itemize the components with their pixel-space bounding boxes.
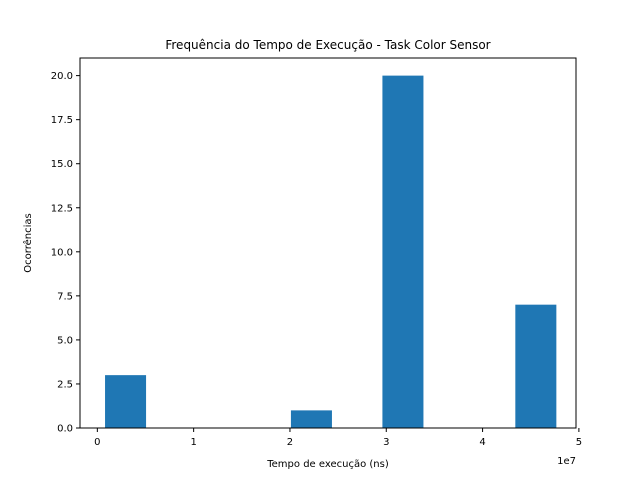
x-tick-label-4: 4 xyxy=(479,437,485,448)
y-tick-label-3: 7.5 xyxy=(57,291,73,302)
y-tick-label-5: 12.5 xyxy=(51,203,73,214)
x-tick-label-0: 0 xyxy=(94,437,100,448)
histogram-bar-5 xyxy=(290,410,332,428)
y-tick-label-6: 15.0 xyxy=(51,159,73,170)
x-tick-label-3: 3 xyxy=(383,437,389,448)
histogram-bar-9 xyxy=(515,304,557,428)
y-tick-label-7: 17.5 xyxy=(51,115,73,126)
bars-group xyxy=(105,75,557,428)
y-axis-ticks: 0.0 2.5 5.0 7.5 10.0 12.5 15.0 17.5 20.0 xyxy=(51,71,80,435)
plot-frame xyxy=(79,57,577,429)
y-tick-label-1: 2.5 xyxy=(57,379,73,390)
y-axis-label: Ocorrências xyxy=(22,213,34,272)
x-axis-ticks: 0 1 2 3 4 5 xyxy=(94,428,582,448)
x-axis-label: Tempo de execução (ns) xyxy=(266,459,389,470)
histogram-bar-6 xyxy=(382,75,424,428)
x-tick-label-5: 5 xyxy=(576,437,582,448)
y-tick-label-4: 10.0 xyxy=(51,247,73,258)
y-tick-label-0: 0.0 xyxy=(57,424,73,435)
x-tick-label-1: 1 xyxy=(190,437,196,448)
x-tick-label-2: 2 xyxy=(287,437,293,448)
y-tick-label-8: 20.0 xyxy=(51,71,73,82)
histogram-bar-0 xyxy=(105,375,147,428)
x-axis-offset-label: 1e7 xyxy=(557,456,576,467)
y-tick-label-2: 5.0 xyxy=(57,335,73,346)
chart-title: Frequência do Tempo de Execução - Task C… xyxy=(165,38,490,52)
